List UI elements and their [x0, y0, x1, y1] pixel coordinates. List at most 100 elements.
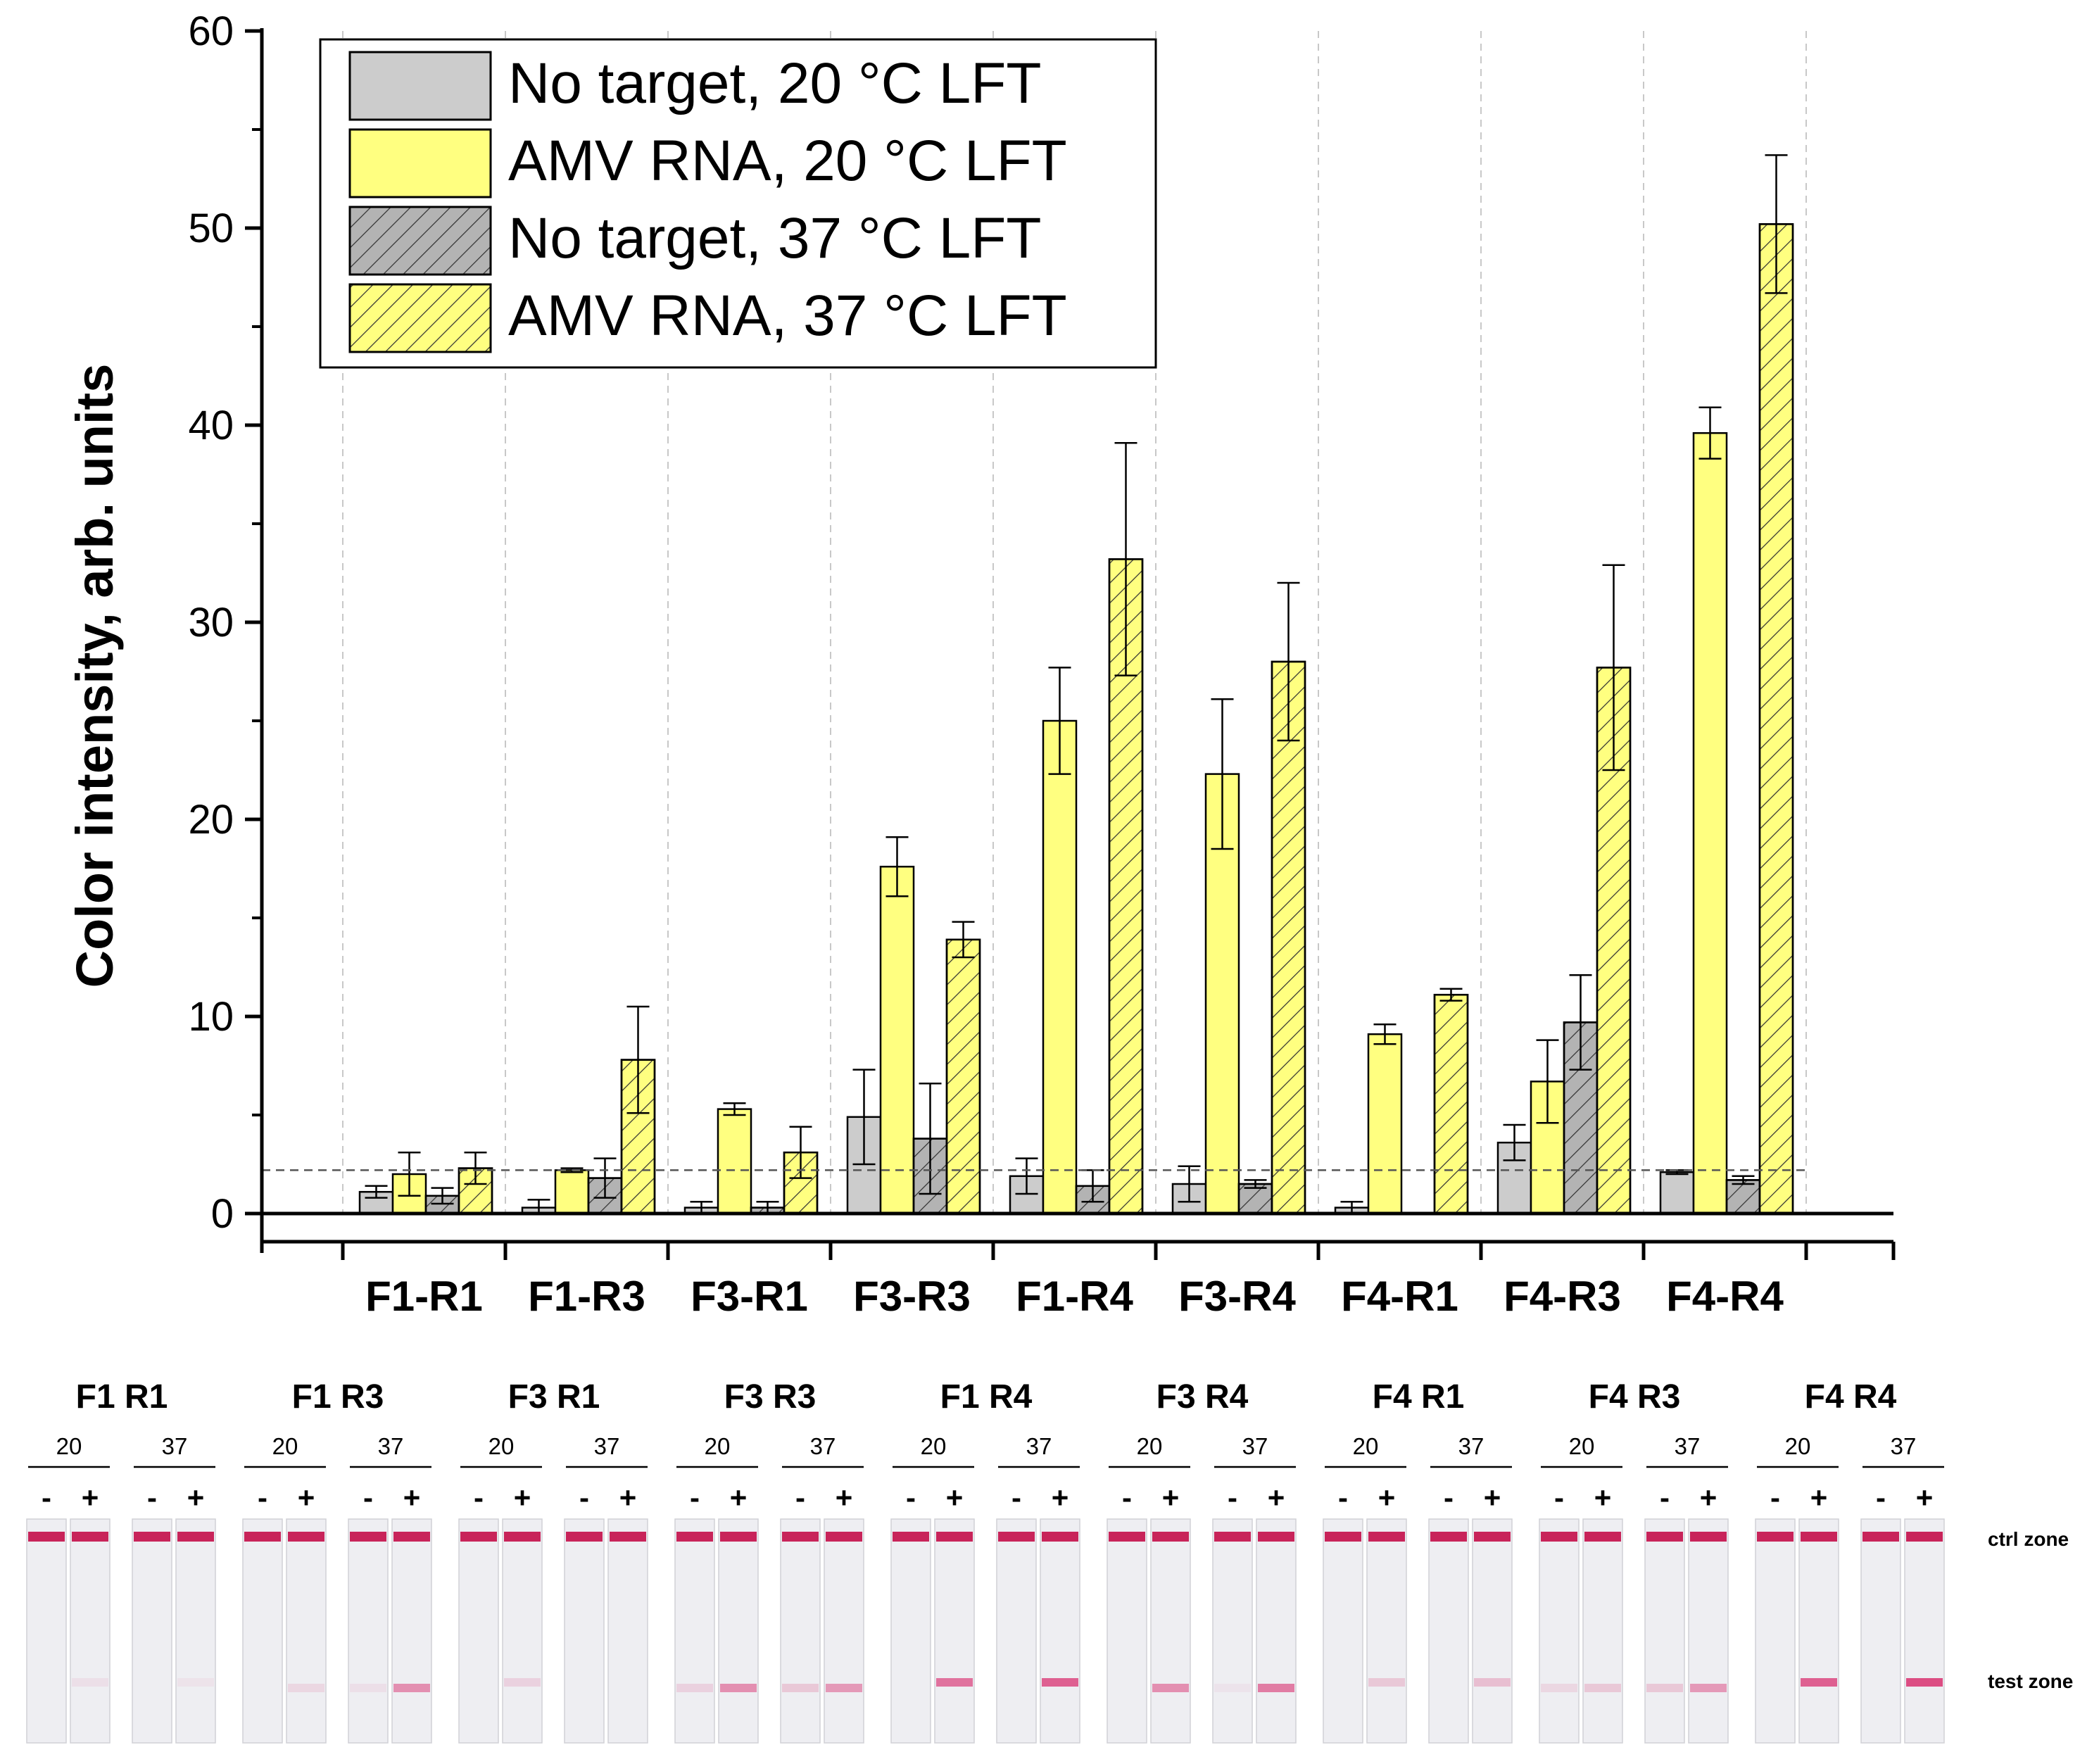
legend-swatch — [348, 128, 492, 199]
plus-sign: + — [1268, 1481, 1285, 1514]
minus-sign: - — [1660, 1481, 1670, 1514]
minus-sign: - — [1228, 1481, 1237, 1514]
control-line — [610, 1532, 646, 1542]
strip-group-title: F1 R3 — [292, 1378, 384, 1416]
minus-sign: - — [363, 1481, 373, 1514]
minus-sign: - — [795, 1481, 805, 1514]
control-line — [1584, 1532, 1621, 1542]
control-line — [1646, 1532, 1683, 1542]
x-tick-label: F4-R3 — [1504, 1273, 1621, 1320]
test-strip — [286, 1518, 327, 1744]
test-line — [1214, 1684, 1251, 1692]
test-strip — [934, 1518, 975, 1744]
test-strip — [607, 1518, 648, 1744]
x-tick-label: F4-R4 — [1666, 1273, 1784, 1320]
legend-swatch-hatch — [348, 283, 492, 353]
control-line — [288, 1532, 324, 1542]
legend: No target, 20 °C LFT AMV RNA, 20 °C LFT No… — [319, 38, 1157, 369]
legend-entry-label: No target, 37 °C LFT — [508, 206, 1041, 270]
x-tick-label: F3-R1 — [691, 1273, 808, 1320]
test-strip — [1040, 1518, 1080, 1744]
plus-sign: + — [82, 1481, 99, 1514]
test-strip — [1150, 1518, 1191, 1744]
plus-sign: + — [298, 1481, 315, 1514]
bar — [1659, 1171, 1695, 1215]
test-line — [1258, 1684, 1294, 1692]
test-strip — [1644, 1518, 1685, 1744]
x-tick-label: F3-R3 — [853, 1273, 971, 1320]
test-strip — [175, 1518, 216, 1744]
control-line — [1214, 1532, 1251, 1542]
test-strip — [1755, 1518, 1796, 1744]
y-tick-label: 20 — [188, 797, 234, 843]
test-strip — [1860, 1518, 1901, 1744]
test-strip — [824, 1518, 864, 1744]
plus-sign: + — [403, 1481, 421, 1514]
control-line — [566, 1532, 603, 1542]
y-tick-label: 30 — [188, 600, 234, 645]
bar-hatch — [945, 938, 981, 1215]
strip-temperature-label: 37 — [378, 1433, 404, 1459]
strip-temperature-label: 37 — [1891, 1433, 1917, 1459]
legend-entry-label: AMV RNA, 37 °C LFT — [508, 284, 1067, 348]
bar-hatch — [1433, 993, 1469, 1215]
test-line — [350, 1684, 386, 1692]
plus-sign: + — [946, 1481, 964, 1514]
control-line — [72, 1532, 108, 1542]
y-tick-label: 50 — [188, 206, 234, 251]
test-line — [1690, 1684, 1727, 1692]
plus-sign: + — [619, 1481, 637, 1514]
strip-group-title: F4 R4 — [1805, 1378, 1897, 1416]
bar — [717, 1108, 752, 1215]
minus-sign: - — [1011, 1481, 1021, 1514]
strip-group-title: F4 R3 — [1589, 1378, 1681, 1416]
test-line — [826, 1684, 862, 1692]
test-strip — [1256, 1518, 1297, 1744]
test-line — [1541, 1684, 1577, 1692]
strip-temperature-label: 37 — [1675, 1433, 1701, 1459]
y-tick-label: 10 — [188, 994, 234, 1040]
control-line — [177, 1532, 214, 1542]
bars — [358, 154, 1794, 1215]
strip-temperature-label: 37 — [594, 1433, 620, 1459]
x-tick-label: F1-R4 — [1016, 1273, 1133, 1320]
test-line — [936, 1678, 973, 1687]
minus-sign: - — [1876, 1481, 1886, 1514]
strip-group-title: F1 R4 — [940, 1378, 1033, 1416]
test-strip — [996, 1518, 1037, 1744]
test-strip — [1798, 1518, 1839, 1744]
test-strip — [70, 1518, 111, 1744]
control-line — [350, 1532, 386, 1542]
strip-temperature-label: 20 — [1569, 1433, 1595, 1459]
test-strip — [1539, 1518, 1580, 1744]
plus-sign: + — [1378, 1481, 1396, 1514]
x-tick-label: F3-R4 — [1178, 1273, 1296, 1320]
minus-sign: - — [147, 1481, 157, 1514]
legend-swatch — [348, 51, 492, 121]
strip-group-title: F1 R1 — [76, 1378, 168, 1416]
control-line — [720, 1532, 757, 1542]
minus-sign: - — [1770, 1481, 1780, 1514]
test-line — [1906, 1678, 1943, 1687]
test-strip — [391, 1518, 432, 1744]
bar-hatch — [1725, 1179, 1761, 1215]
minus-sign: - — [690, 1481, 700, 1514]
y-axis-label: Color intensity, arb. units — [65, 364, 124, 988]
test-line — [720, 1684, 757, 1692]
test-line — [393, 1684, 430, 1692]
control-line — [504, 1532, 541, 1542]
plus-sign: + — [836, 1481, 853, 1514]
strip-group-title: F3 R4 — [1156, 1378, 1249, 1416]
test-line — [288, 1684, 324, 1692]
minus-sign: - — [1554, 1481, 1564, 1514]
test-line — [1042, 1678, 1078, 1687]
test-strip — [1904, 1518, 1945, 1744]
plus-sign: + — [514, 1481, 531, 1514]
test-strip — [132, 1518, 172, 1744]
strip-temperature-label: 20 — [1353, 1433, 1379, 1459]
test-strip — [1472, 1518, 1513, 1744]
test-strip — [348, 1518, 389, 1744]
control-line — [460, 1532, 497, 1542]
minus-sign: - — [906, 1481, 916, 1514]
